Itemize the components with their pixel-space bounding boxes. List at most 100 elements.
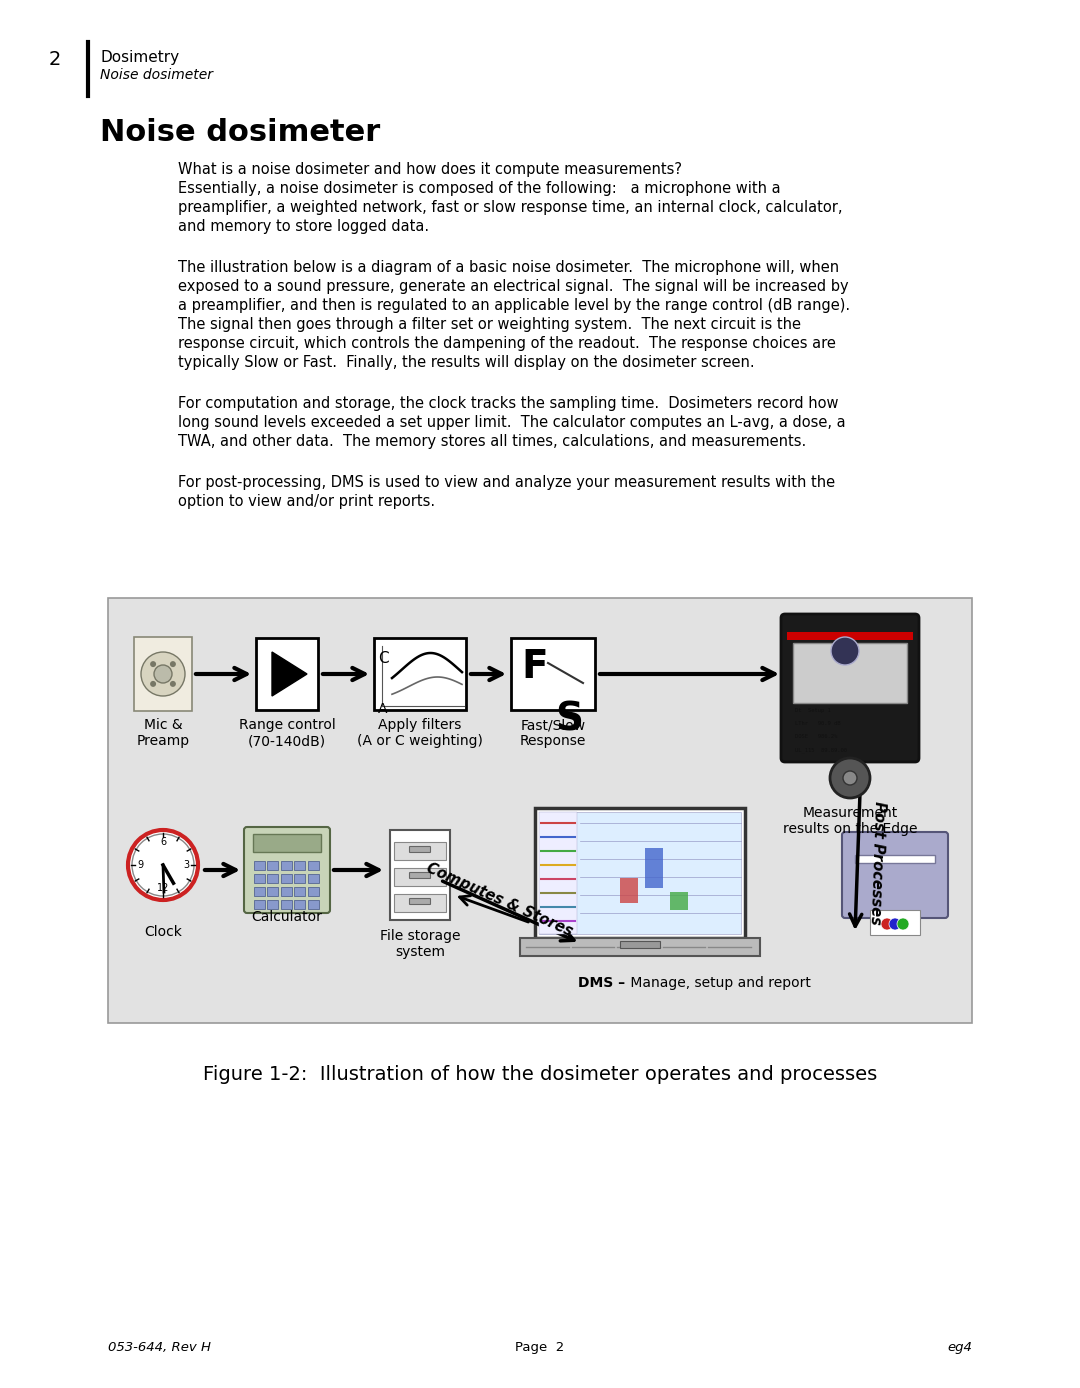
Text: Dosimetry: Dosimetry (100, 50, 179, 65)
Text: 9: 9 (137, 861, 143, 870)
Circle shape (831, 637, 859, 665)
FancyBboxPatch shape (535, 808, 745, 938)
Text: long sound levels exceeded a set upper limit.  The calculator computes an L-avg,: long sound levels exceeded a set upper l… (178, 415, 846, 430)
Circle shape (150, 661, 157, 668)
Text: Range control
(70-140dB): Range control (70-140dB) (239, 718, 336, 748)
Text: option to view and/or print reports.: option to view and/or print reports. (178, 494, 435, 509)
Text: Manage, setup and report: Manage, setup and report (626, 976, 811, 990)
Text: DMS –: DMS – (578, 976, 625, 990)
FancyBboxPatch shape (267, 887, 278, 895)
FancyBboxPatch shape (787, 632, 913, 640)
Text: 12: 12 (157, 883, 170, 892)
Text: Figure 1-2:  Illustration of how the dosimeter operates and processes: Figure 1-2: Illustration of how the dosi… (203, 1065, 877, 1084)
Text: Measurement
results on the Edge: Measurement results on the Edge (783, 806, 917, 836)
Text: Calculator: Calculator (252, 911, 323, 924)
FancyBboxPatch shape (281, 887, 292, 895)
FancyBboxPatch shape (670, 892, 688, 911)
FancyBboxPatch shape (409, 873, 431, 879)
FancyBboxPatch shape (253, 834, 321, 852)
Text: response circuit, which controls the dampening of the readout.  The response cho: response circuit, which controls the dam… (178, 336, 836, 351)
FancyBboxPatch shape (394, 894, 446, 912)
Text: DOSE   986.2%: DOSE 986.2% (795, 734, 837, 738)
FancyBboxPatch shape (281, 861, 292, 869)
Circle shape (129, 830, 198, 899)
FancyBboxPatch shape (620, 941, 660, 948)
Text: Dt  Setup 1: Dt Setup 1 (795, 708, 831, 713)
FancyBboxPatch shape (519, 938, 760, 956)
Text: For post-processing, DMS is used to view and analyze your measurement results wi: For post-processing, DMS is used to view… (178, 475, 835, 490)
FancyBboxPatch shape (781, 613, 919, 762)
FancyBboxPatch shape (294, 887, 305, 895)
Text: and memory to store logged data.: and memory to store logged data. (178, 219, 429, 235)
FancyBboxPatch shape (267, 873, 278, 883)
Text: a preamplifier, and then is regulated to an applicable level by the range contro: a preamplifier, and then is regulated to… (178, 298, 850, 314)
FancyBboxPatch shape (254, 873, 265, 883)
Text: Noise dosimeter: Noise dosimeter (100, 68, 213, 82)
Circle shape (150, 682, 157, 687)
Text: 053-644, Rev H: 053-644, Rev H (108, 1341, 211, 1355)
FancyBboxPatch shape (308, 873, 319, 883)
Text: TWA, and other data.  The memory stores all times, calculations, and measurement: TWA, and other data. The memory stores a… (178, 434, 807, 448)
Text: typically Slow or Fast.  Finally, the results will display on the dosimeter scre: typically Slow or Fast. Finally, the res… (178, 355, 755, 371)
Text: A: A (378, 702, 388, 716)
Circle shape (141, 652, 185, 695)
Text: Post Processes: Post Processes (868, 801, 887, 926)
Text: The illustration below is a diagram of a basic noise dosimeter.  The microphone : The illustration below is a diagram of a… (178, 260, 839, 275)
Text: exposed to a sound pressure, generate an electrical signal.  The signal will be : exposed to a sound pressure, generate an… (178, 279, 849, 294)
FancyBboxPatch shape (620, 879, 638, 904)
FancyBboxPatch shape (254, 899, 265, 909)
FancyBboxPatch shape (842, 831, 948, 917)
Text: 2: 2 (49, 50, 62, 69)
Polygon shape (272, 652, 307, 695)
FancyBboxPatch shape (390, 830, 450, 920)
Text: Mic &
Preamp: Mic & Preamp (136, 718, 190, 748)
Text: File storage
system: File storage system (380, 929, 460, 959)
FancyBboxPatch shape (645, 848, 663, 888)
FancyBboxPatch shape (267, 861, 278, 869)
Text: preamplifier, a weighted network, fast or slow response time, an internal clock,: preamplifier, a weighted network, fast o… (178, 200, 842, 215)
Text: UL_115  89.89.00: UL_115 89.89.00 (795, 747, 847, 752)
FancyBboxPatch shape (409, 847, 431, 852)
Circle shape (881, 917, 893, 930)
FancyBboxPatch shape (511, 638, 595, 711)
FancyBboxPatch shape (394, 843, 446, 861)
Text: C: C (378, 651, 389, 666)
FancyBboxPatch shape (267, 899, 278, 909)
Text: LThr   90.9 dB: LThr 90.9 dB (795, 720, 840, 726)
Text: 3: 3 (183, 861, 189, 870)
Text: Apply filters
(A or C weighting): Apply filters (A or C weighting) (357, 718, 483, 748)
FancyBboxPatch shape (294, 899, 305, 909)
Text: eg4: eg4 (947, 1341, 972, 1355)
FancyBboxPatch shape (134, 637, 192, 711)
FancyBboxPatch shape (308, 899, 319, 909)
FancyBboxPatch shape (294, 873, 305, 883)
FancyBboxPatch shape (294, 861, 305, 869)
FancyBboxPatch shape (108, 598, 972, 1023)
FancyBboxPatch shape (254, 887, 265, 895)
Circle shape (843, 770, 858, 786)
Text: What is a noise dosimeter and how does it compute measurements?: What is a noise dosimeter and how does i… (178, 162, 681, 178)
FancyBboxPatch shape (394, 868, 446, 886)
Circle shape (132, 834, 194, 897)
Circle shape (154, 665, 172, 683)
Circle shape (897, 917, 909, 930)
Text: S: S (555, 700, 583, 738)
Text: Page  2: Page 2 (515, 1341, 565, 1355)
FancyBboxPatch shape (308, 861, 319, 869)
FancyBboxPatch shape (409, 898, 431, 905)
FancyBboxPatch shape (254, 861, 265, 869)
Text: Fast/Slow
Response: Fast/Slow Response (519, 718, 586, 748)
FancyBboxPatch shape (281, 873, 292, 883)
FancyBboxPatch shape (244, 827, 330, 913)
Text: For computation and storage, the clock tracks the sampling time.  Dosimeters rec: For computation and storage, the clock t… (178, 396, 838, 411)
Text: Noise dosimeter: Noise dosimeter (100, 118, 380, 147)
FancyBboxPatch shape (539, 812, 741, 934)
FancyBboxPatch shape (870, 911, 920, 936)
Circle shape (170, 661, 176, 668)
FancyBboxPatch shape (855, 855, 935, 863)
Circle shape (831, 758, 870, 798)
Text: F: F (521, 648, 548, 686)
FancyBboxPatch shape (793, 643, 907, 702)
FancyBboxPatch shape (308, 887, 319, 895)
Text: Essentially, a noise dosimeter is composed of the following:   a microphone with: Essentially, a noise dosimeter is compos… (178, 180, 781, 196)
